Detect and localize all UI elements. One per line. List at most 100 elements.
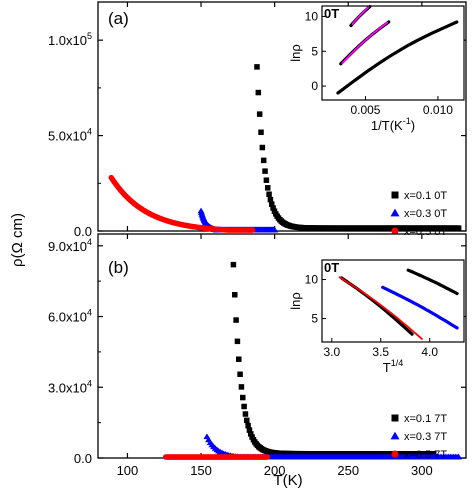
inset-fit-line — [351, 6, 370, 26]
inset-x-tick-label: 4.0 — [421, 345, 438, 359]
inset-field-annotation: 0T — [324, 260, 339, 275]
data-point — [255, 89, 262, 96]
inset-data-curve — [406, 268, 459, 296]
y-tick-label: 1.0x105 — [48, 31, 92, 48]
panel-label: (a) — [108, 9, 129, 28]
panel-label: (b) — [108, 258, 129, 277]
legend-marker — [391, 227, 399, 235]
data-point — [246, 427, 253, 433]
x-tick-label: 100 — [117, 463, 139, 478]
series-3 — [108, 174, 256, 233]
y-tick-label: 3.0x104 — [48, 378, 92, 395]
data-point — [241, 403, 247, 410]
y-tick-label: 6.0x104 — [48, 308, 92, 325]
data-point — [269, 201, 275, 207]
data-point — [263, 177, 270, 183]
data-point — [266, 191, 272, 198]
inset-y-tick-label: 5 — [311, 312, 318, 326]
y-tick-exponent: 4 — [87, 237, 92, 247]
inset-x-tick-label: 0.010 — [423, 103, 453, 117]
data-point — [248, 431, 254, 437]
data-point — [232, 291, 238, 298]
legend-marker — [391, 450, 399, 458]
plot-frame — [97, 1, 467, 232]
data-point — [264, 454, 271, 460]
data-point — [455, 225, 462, 231]
legend-marker — [391, 414, 399, 422]
data-point — [260, 157, 267, 164]
data-point — [234, 338, 241, 345]
data-point — [244, 417, 250, 424]
inset-x-tick-label: 3.0 — [323, 345, 340, 359]
data-point — [430, 451, 437, 457]
data-point — [238, 384, 245, 390]
y-tick-exponent: 4 — [87, 378, 92, 388]
inset-data-curve — [381, 285, 459, 330]
data-point — [267, 196, 274, 203]
y-tick-exponent: 4 — [87, 127, 92, 137]
legend-marker — [391, 191, 399, 199]
x-tick-label: 250 — [337, 463, 359, 478]
legend-marker — [390, 431, 400, 440]
data-point — [455, 453, 463, 460]
y-tick-label: 5.0x104 — [48, 127, 92, 144]
inset-x-tick-label: 3.5 — [372, 345, 389, 359]
inset-field-annotation: 0T — [324, 6, 339, 21]
data-point — [270, 205, 276, 211]
data-point — [233, 317, 239, 323]
figure-y-axis-label: ρ(Ω cm) — [9, 213, 26, 267]
data-point — [259, 144, 266, 151]
legend-label: x=0.5 0T — [404, 226, 447, 238]
y-tick-exponent: 5 — [87, 31, 92, 41]
data-point — [271, 226, 279, 233]
inset-fit-line — [338, 276, 423, 340]
panel-b: 0.0 3.0x104 6.0x104 9.0x104 100 150 200 250 300 (… — [48, 233, 467, 478]
inset-y-tick-label: 5 — [311, 44, 318, 58]
figure-x-axis-label: T(K) — [273, 472, 302, 489]
x-tick-label: 200 — [264, 463, 286, 478]
legend-label: x=0.5 7T — [404, 449, 447, 461]
inset-y-tick-label: 0 — [311, 79, 318, 93]
inset-x-tick-label: 0.005 — [350, 103, 380, 117]
series-2 — [203, 433, 463, 460]
series-1 — [254, 64, 462, 231]
legend-label: x=0.3 7T — [404, 431, 447, 443]
data-point — [240, 394, 246, 401]
data-point — [237, 371, 243, 378]
x-tick-label: 300 — [411, 463, 433, 478]
data-point — [242, 411, 249, 417]
inset-y-tick-label: 10 — [305, 273, 319, 287]
legend-label: x=0.1 0T — [404, 190, 447, 202]
y-tick-label: 0.0 — [74, 451, 92, 466]
series-1 — [230, 261, 437, 457]
legend-label: x=0.1 7T — [404, 413, 447, 425]
data-point — [258, 129, 264, 136]
inset-data-curve — [336, 20, 459, 95]
legend: x=0.1 0T x=0.3 0T x=0.5 0T — [390, 190, 447, 238]
data-point — [236, 356, 242, 362]
data-point — [230, 261, 237, 268]
legend-marker — [390, 208, 400, 217]
panel-a: 0.0 5.0x104 1.0x105 (a) x=0.1 0Tx=0.3 0Tx=0.… — [48, 1, 467, 239]
y-tick-exponent: 4 — [87, 308, 92, 318]
data-point — [249, 227, 256, 233]
inset-y-axis-label: lnρ — [288, 44, 303, 62]
data-point — [264, 185, 271, 191]
x-tick-label: 150 — [190, 463, 212, 478]
inset-x-axis-label-sup: 1/4 — [391, 358, 404, 368]
data-point — [262, 168, 268, 174]
data-point — [245, 422, 251, 429]
y-tick-label: 9.0x104 — [48, 237, 92, 254]
inset-frame — [321, 259, 465, 343]
inset-y-tick-label: 10 — [305, 9, 319, 23]
data-point — [256, 111, 263, 117]
legend: x=0.1 7T x=0.3 7T x=0.5 7T — [390, 413, 447, 461]
y-tick-label: 0.0 — [74, 224, 92, 239]
data-point — [254, 64, 260, 70]
inset-x-axis-label-end: ) — [411, 118, 415, 133]
inset-x-axis-label-sup: -1 — [403, 116, 411, 126]
inset-fit-line — [341, 21, 389, 64]
